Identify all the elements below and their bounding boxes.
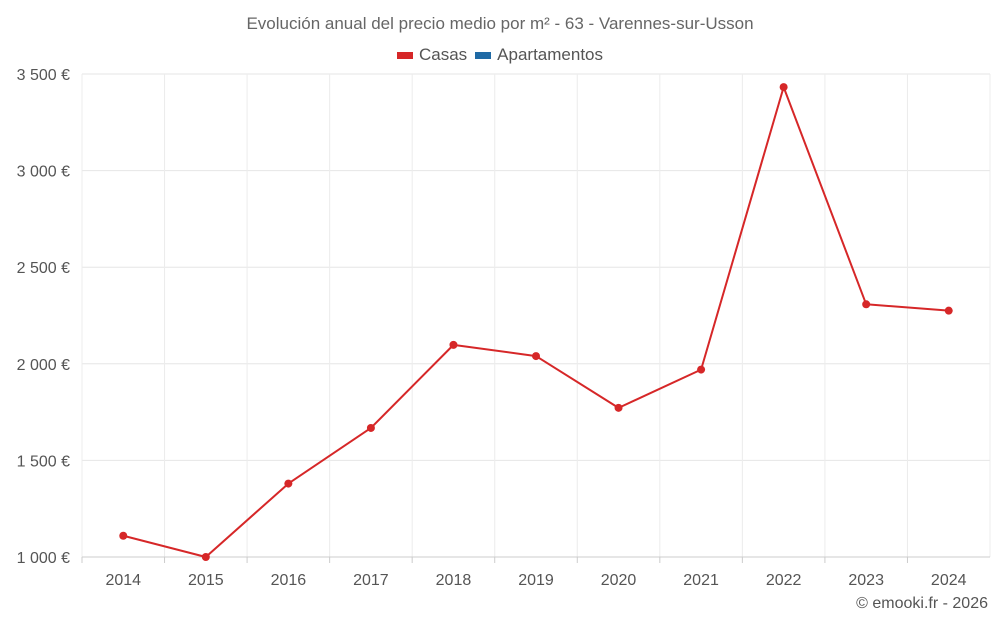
x-tick-label: 2021 <box>683 572 719 589</box>
data-point <box>284 479 293 488</box>
x-tick-label: 2024 <box>931 572 967 589</box>
data-point <box>119 531 128 540</box>
data-point <box>944 306 953 315</box>
credit-text: © emooki.fr - 2026 <box>856 595 988 612</box>
y-tick-label: 3 500 € <box>17 67 70 84</box>
data-point <box>449 340 458 349</box>
x-tick-label: 2014 <box>105 572 141 589</box>
x-tick-label: 2019 <box>518 572 554 589</box>
legend-swatch-casas <box>396 51 413 59</box>
x-tick-label: 2017 <box>353 572 389 589</box>
legend-swatch-apartamentos <box>475 51 492 59</box>
x-tick-label: 2015 <box>188 572 224 589</box>
legend-label-apartamentos: Apartamentos <box>497 45 604 64</box>
chart-title: Evolución anual del precio medio por m² … <box>246 14 754 33</box>
data-point <box>366 423 375 432</box>
data-point <box>201 553 210 561</box>
x-tick-label: 2018 <box>436 572 472 589</box>
data-point <box>779 83 788 92</box>
y-tick-label: 2 500 € <box>17 260 70 277</box>
legend-item-apartamentos[interactable]: Apartamentos <box>475 45 603 65</box>
data-point <box>697 365 706 374</box>
data-point <box>532 352 540 361</box>
x-tick-label: 2022 <box>766 572 802 589</box>
x-tick-label: 2020 <box>601 572 637 589</box>
legend: Casas Apartamentos <box>0 45 1000 65</box>
data-point <box>614 403 623 412</box>
x-tick-label: 2016 <box>271 572 307 589</box>
y-tick-label: 3 000 € <box>17 164 70 181</box>
legend-item-casas[interactable]: Casas <box>396 45 468 65</box>
data-point <box>862 300 871 309</box>
y-tick-label: 1 000 € <box>17 550 70 567</box>
y-tick-label: 2 000 € <box>17 357 70 374</box>
y-tick-label: 1 500 € <box>17 453 70 470</box>
x-tick-label: 2023 <box>848 572 884 589</box>
legend-label-casas: Casas <box>418 45 468 64</box>
